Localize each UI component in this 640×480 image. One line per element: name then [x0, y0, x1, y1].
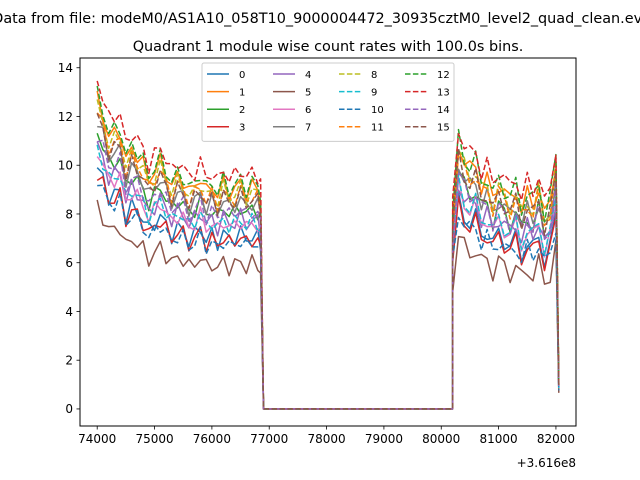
series-line-8 [96, 99, 560, 410]
legend-label-1: 1 [239, 87, 245, 98]
series-line-10 [97, 184, 560, 410]
plot-frame [79, 57, 577, 427]
legend-label-4: 4 [305, 70, 311, 81]
x-tick-label: 82000 [537, 432, 575, 446]
series-line-0 [96, 167, 560, 410]
series-line-15 [96, 113, 560, 410]
series-line-11 [96, 112, 560, 410]
y-tick-label: 2 [65, 353, 73, 367]
x-tick-label: 81000 [479, 432, 517, 446]
legend-label-9: 9 [371, 87, 377, 98]
x-offset-label: +3.616e8 [517, 456, 576, 470]
legend-label-0: 0 [239, 70, 245, 81]
legend-label-14: 14 [437, 105, 450, 116]
x-tick-label: 78000 [307, 432, 345, 446]
legend-label-15: 15 [437, 123, 450, 134]
series-line-5 [96, 199, 560, 410]
legend-label-8: 8 [371, 70, 377, 81]
legend-label-12: 12 [437, 70, 450, 81]
legend-label-11: 11 [371, 123, 384, 134]
legend-label-10: 10 [371, 105, 384, 116]
x-tick-label: 77000 [250, 432, 288, 446]
figure-suptitle: Data from file: modeM0/AS1A10_058T10_900… [0, 11, 640, 27]
y-tick-label: 6 [65, 256, 73, 270]
series-layer [96, 80, 560, 410]
y-tick-label: 0 [65, 402, 73, 416]
y-tick-label: 14 [58, 61, 73, 75]
series-line-13 [96, 80, 560, 410]
axis-ticks: 74000 75000 76000 77000 78000 79000 80000 81000… [58, 61, 575, 446]
x-tick-label: 80000 [422, 432, 460, 446]
chart-title: Quadrant 1 module wise count rates with … [133, 39, 524, 55]
legend-label-2: 2 [239, 105, 245, 116]
legend-label-7: 7 [305, 123, 311, 134]
y-tick-label: 12 [58, 110, 73, 124]
x-tick-label: 74000 [78, 432, 116, 446]
legend-label-13: 13 [437, 87, 450, 98]
x-tick-label: 79000 [365, 432, 403, 446]
legend-label-3: 3 [239, 123, 245, 134]
series-line-12 [96, 85, 560, 410]
y-tick-label: 8 [65, 207, 73, 221]
x-tick-label: 76000 [193, 432, 231, 446]
series-line-3 [96, 175, 560, 410]
legend-label-5: 5 [305, 87, 311, 98]
legend-box [201, 62, 455, 142]
y-tick-label: 4 [65, 305, 73, 319]
x-tick-label: 75000 [135, 432, 173, 446]
y-tick-label: 10 [58, 159, 73, 173]
legend-label-6: 6 [305, 105, 311, 116]
